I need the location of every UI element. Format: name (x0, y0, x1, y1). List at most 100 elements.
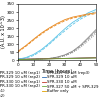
SPR-329 10 uM (33, 58, 34, 60)
SPR-327 50 uM (rep2) (88, 39, 89, 40)
SPR-327 50 uM + SPR-330 10 uM (rep2) (64, 20, 65, 21)
SPR-327 50 uM + SPR-329 10 uM (rep1) (49, 43, 50, 44)
SPR-327 50 uM (rep2) (95, 31, 97, 32)
SPR-327 50 uM + SPR-330 10 uM (rep2) (88, 14, 89, 16)
SPR-327 50 uM + SPR-329 10 uM (rep1) (64, 28, 65, 29)
SPR-327 50 uM (rep3) (80, 47, 81, 48)
SPR-329 10 uM (56, 58, 58, 59)
SPR-330 10 uM (49, 58, 50, 59)
Buffer only (17, 59, 19, 60)
SPR-327 50 uM + SPR-329 10 uM (rep2) (17, 59, 19, 60)
SPR-327 50 uM (rep3) (56, 57, 58, 58)
Line: SPR-327 50 uM (rep2): SPR-327 50 uM (rep2) (18, 32, 96, 60)
Line: SPR-327 50 uM (rep3): SPR-327 50 uM (rep3) (18, 34, 96, 60)
SPR-327 50 uM + SPR-330 10 uM (rep1) (49, 27, 50, 29)
SPR-330 10 uM (56, 58, 58, 59)
SPR-327 50 uM + SPR-329 10 uM (rep1) (17, 59, 19, 60)
SPR-327 50 uM + SPR-329 10 uM (rep1) (33, 54, 34, 55)
SPR-327 50 uM + SPR-330 10 uM (rep1) (72, 16, 73, 18)
SPR-329 10 uM (64, 58, 65, 59)
SPR-330 10 uM (95, 57, 97, 58)
SPR-327 50 uM (rep1) (95, 29, 97, 30)
SPR-327 50 uM + SPR-330 10 uM (rep1) (80, 15, 81, 16)
SPR-330 10 uM (25, 59, 26, 60)
SPR-327 50 uM (rep3) (25, 59, 26, 60)
SPR-327 50 uM (rep2) (41, 58, 42, 60)
SPR-327 50 uM + SPR-329 10 uM (rep1) (72, 22, 73, 23)
SPR-327 50 uM + SPR-329 10 uM (rep1) (88, 12, 89, 13)
SPR-327 50 uM + SPR-330 10 uM (rep2) (25, 46, 26, 47)
SPR-327 50 uM + SPR-330 10 uM (rep2) (56, 24, 58, 25)
SPR-327 50 uM + SPR-329 10 uM (rep2) (49, 44, 50, 45)
Y-axis label: ThT Fluorescence
(A.U. x 10^3): ThT Fluorescence (A.U. x 10^3) (0, 11, 6, 53)
SPR-327 50 uM (rep3) (17, 59, 19, 60)
SPR-329 10 uM (41, 58, 42, 60)
Line: SPR-329 10 uM: SPR-329 10 uM (18, 58, 96, 59)
SPR-327 50 uM (rep1) (72, 51, 73, 52)
SPR-327 50 uM + SPR-330 10 uM (rep1) (56, 23, 58, 24)
SPR-327 50 uM + SPR-330 10 uM (rep1) (17, 51, 19, 52)
SPR-327 50 uM + SPR-329 10 uM + SPR-330 10 uM (80, 58, 81, 59)
Buffer only (56, 59, 58, 60)
SPR-327 50 uM (rep3) (41, 58, 42, 60)
SPR-327 50 uM + SPR-329 10 uM (rep2) (80, 19, 81, 20)
SPR-327 50 uM + SPR-330 10 uM (rep2) (72, 18, 73, 19)
SPR-327 50 uM + SPR-329 10 uM (rep2) (95, 11, 97, 12)
SPR-327 50 uM + SPR-330 10 uM (rep1) (88, 13, 89, 14)
SPR-327 50 uM + SPR-329 10 uM + SPR-330 10 uM (95, 57, 97, 58)
SPR-327 50 uM (rep2) (56, 57, 58, 58)
SPR-329 10 uM (17, 59, 19, 60)
SPR-327 50 uM + SPR-330 10 uM (rep2) (49, 28, 50, 29)
SPR-330 10 uM (41, 58, 42, 60)
SPR-327 50 uM + SPR-329 10 uM (rep1) (25, 57, 26, 58)
SPR-327 50 uM (rep1) (17, 59, 19, 60)
SPR-327 50 uM (rep2) (80, 46, 81, 47)
SPR-327 50 uM + SPR-329 10 uM (rep2) (88, 14, 89, 16)
SPR-327 50 uM + SPR-330 10 uM (rep1) (41, 32, 42, 34)
SPR-327 50 uM (rep3) (64, 55, 65, 57)
Line: SPR-330 10 uM: SPR-330 10 uM (18, 58, 96, 59)
SPR-327 50 uM + SPR-329 10 uM (rep1) (80, 17, 81, 18)
SPR-327 50 uM + SPR-329 10 uM + SPR-330 10 uM (25, 59, 26, 60)
Buffer only (80, 59, 81, 60)
Legend: SPR-327 50 uM + SPR-329 10 uM (rep1), SPR-327 50 uM + SPR-329 10 uM (rep2), SPR-: SPR-327 50 uM + SPR-329 10 uM (rep1), SP… (0, 70, 100, 98)
SPR-327 50 uM (rep3) (95, 33, 97, 34)
SPR-327 50 uM (rep1) (64, 54, 65, 56)
Line: SPR-327 50 uM + SPR-329 10 uM + SPR-330 10 uM: SPR-327 50 uM + SPR-329 10 uM + SPR-330 … (18, 58, 96, 60)
SPR-330 10 uM (17, 59, 19, 60)
Buffer only (25, 59, 26, 60)
SPR-330 10 uM (64, 58, 65, 59)
SPR-327 50 uM + SPR-329 10 uM (rep2) (25, 57, 26, 59)
SPR-327 50 uM (rep1) (33, 59, 34, 60)
SPR-327 50 uM + SPR-329 10 uM (rep2) (41, 50, 42, 51)
SPR-327 50 uM + SPR-329 10 uM + SPR-330 10 uM (41, 58, 42, 60)
SPR-327 50 uM (rep1) (49, 58, 50, 59)
Buffer only (88, 59, 89, 60)
Line: SPR-327 50 uM + SPR-329 10 uM (rep2): SPR-327 50 uM + SPR-329 10 uM (rep2) (18, 11, 96, 59)
SPR-327 50 uM + SPR-329 10 uM (rep1) (95, 9, 97, 10)
SPR-327 50 uM + SPR-330 10 uM (rep2) (33, 39, 34, 41)
SPR-327 50 uM + SPR-330 10 uM (rep2) (17, 51, 19, 53)
Line: SPR-327 50 uM + SPR-329 10 uM (rep1): SPR-327 50 uM + SPR-329 10 uM (rep1) (18, 10, 96, 59)
SPR-327 50 uM + SPR-330 10 uM (rep2) (95, 13, 97, 14)
SPR-327 50 uM (rep2) (64, 55, 65, 56)
Buffer only (41, 59, 42, 60)
SPR-327 50 uM (rep1) (56, 56, 58, 58)
SPR-327 50 uM (rep2) (72, 51, 73, 53)
SPR-327 50 uM + SPR-329 10 uM (rep2) (64, 30, 65, 32)
Buffer only (49, 59, 50, 60)
SPR-329 10 uM (88, 57, 89, 58)
SPR-327 50 uM + SPR-330 10 uM (rep1) (25, 45, 26, 46)
Line: SPR-327 50 uM + SPR-330 10 uM (rep1): SPR-327 50 uM + SPR-330 10 uM (rep1) (18, 13, 96, 51)
SPR-329 10 uM (80, 57, 81, 59)
SPR-327 50 uM + SPR-329 10 uM (rep2) (33, 55, 34, 56)
SPR-327 50 uM (rep3) (72, 52, 73, 53)
Line: SPR-327 50 uM + SPR-330 10 uM (rep2): SPR-327 50 uM + SPR-330 10 uM (rep2) (18, 14, 96, 52)
SPR-327 50 uM (rep1) (80, 45, 81, 46)
SPR-329 10 uM (95, 57, 97, 58)
SPR-327 50 uM + SPR-329 10 uM + SPR-330 10 uM (72, 58, 73, 59)
SPR-329 10 uM (49, 58, 50, 59)
SPR-327 50 uM + SPR-330 10 uM (rep1) (95, 12, 97, 13)
SPR-327 50 uM + SPR-330 10 uM (rep1) (64, 19, 65, 20)
SPR-327 50 uM + SPR-329 10 uM + SPR-330 10 uM (33, 59, 34, 60)
